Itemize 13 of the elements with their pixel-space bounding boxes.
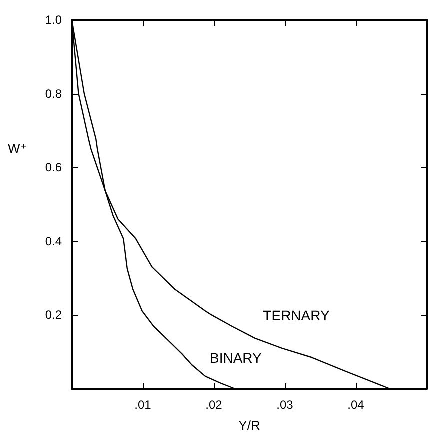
x-tick-label: .01 [134, 398, 152, 412]
y-axis-title: W⁺ [8, 140, 28, 156]
y-tick-label: 0.4 [45, 234, 62, 248]
y-tick-label: 0.8 [45, 86, 62, 101]
series-label: TERNARY [263, 307, 330, 324]
x-tick-label: .03 [276, 398, 294, 412]
y-tick-label: 1.0 [45, 13, 62, 27]
x-tick-label: .02 [206, 398, 223, 412]
x-axis-title: Y/R [238, 418, 260, 433]
y-tick-label: 0.6 [45, 160, 62, 175]
series-label: BINARY [210, 350, 263, 366]
x-tick-label: .04 [348, 398, 365, 412]
y-tick-label: 0.2 [45, 308, 62, 322]
